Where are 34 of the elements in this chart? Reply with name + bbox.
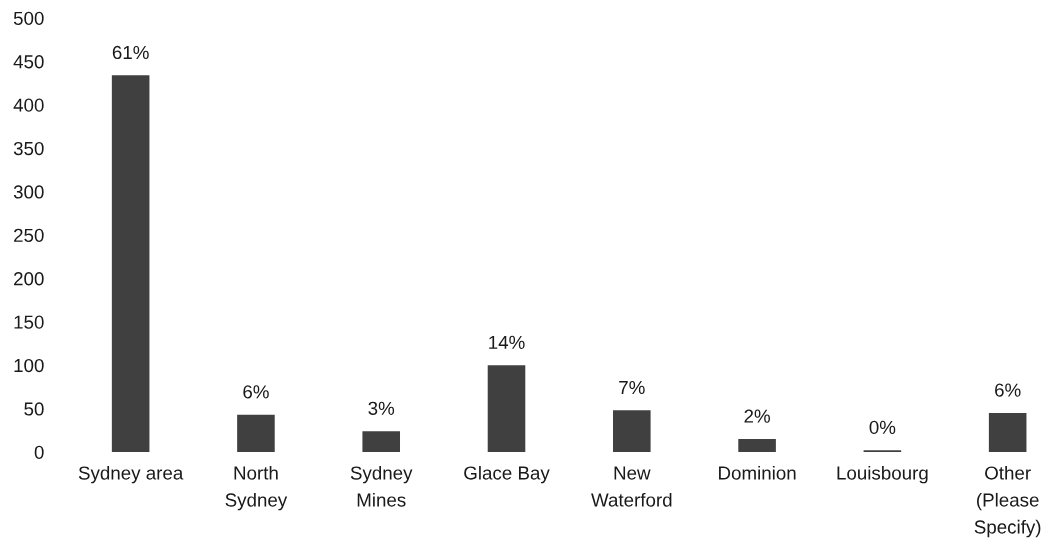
bar (487, 365, 526, 452)
annotation: 6% (243, 385, 269, 399)
annotation: 6% (995, 383, 1021, 397)
bar (111, 75, 150, 452)
annotation: 0% (869, 420, 896, 435)
y-tick-label: 350 (13, 141, 44, 156)
y-tick-label: 450 (13, 55, 44, 69)
annotation: 2% (744, 409, 770, 423)
y-tick-label: 200 (14, 272, 44, 286)
x-tick-label: North Sydney (225, 465, 288, 511)
x-tick-label: Louisbourg (837, 465, 928, 484)
y-tick-label: 150 (14, 315, 44, 329)
x-tick-label: Other (Please Specify) (974, 465, 1041, 538)
x-tick-label: Sydney Mines (350, 465, 413, 507)
y-tick-label: 500 (13, 11, 44, 25)
annotation: 7% (619, 380, 645, 395)
x-tick-label: Sydney area (78, 465, 184, 484)
annotation: 3% (368, 401, 395, 415)
bar (362, 431, 401, 452)
annotation: 61% (112, 45, 149, 60)
y-tick-label: 250 (14, 228, 44, 242)
y-tick-label: 300 (13, 185, 44, 199)
y-tick-label: 0 (34, 445, 44, 459)
x-tick-label: New Waterford (591, 466, 672, 507)
bar (613, 410, 651, 452)
bar (988, 412, 1027, 452)
y-tick-label: 50 (24, 402, 44, 416)
y-tick-label: 400 (13, 98, 44, 112)
annotation: 14% (489, 335, 525, 349)
x-tick-label: Glace Bay (464, 465, 550, 484)
bar (237, 414, 275, 452)
y-tick-label: 100 (14, 358, 44, 373)
bar (738, 438, 776, 452)
x-tick-label: Dominion (719, 465, 796, 480)
